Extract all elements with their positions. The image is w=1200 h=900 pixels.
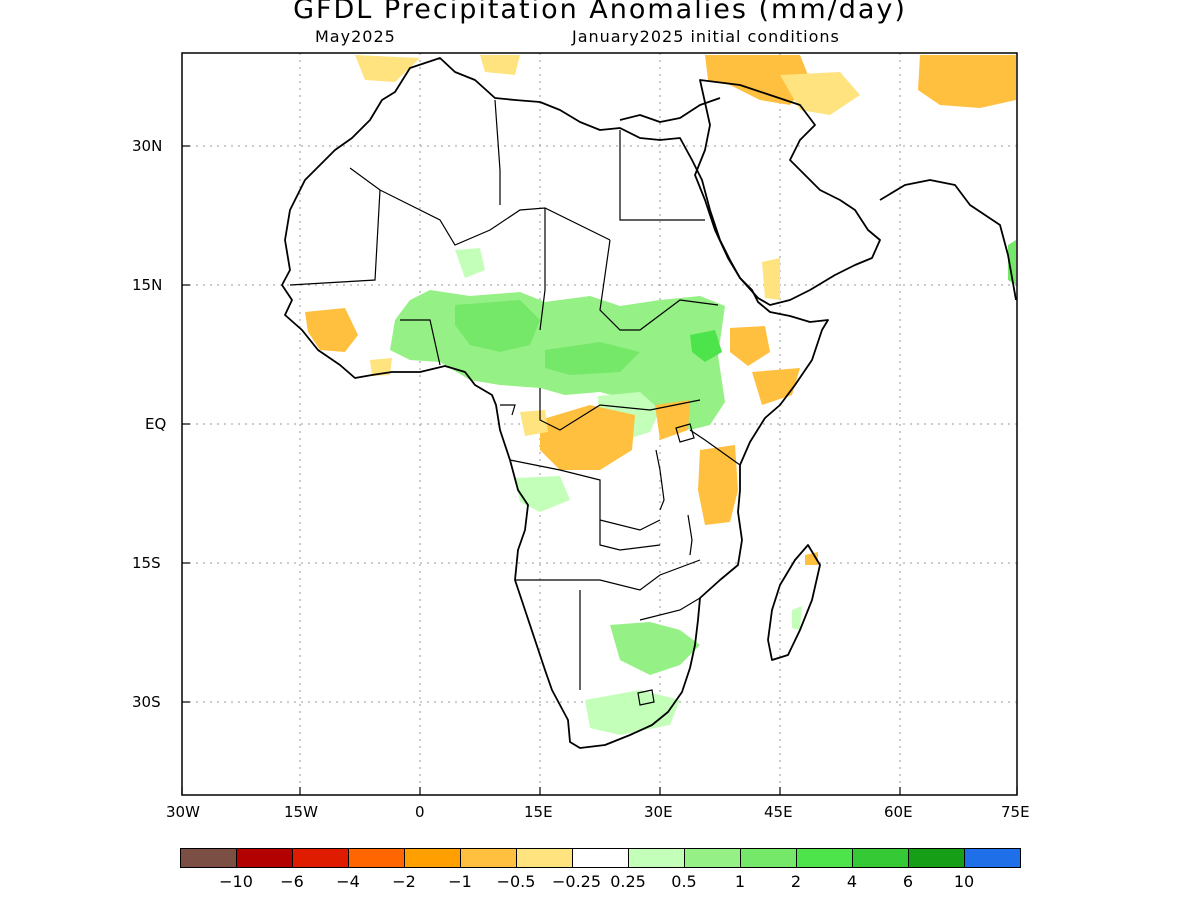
colorbar-label: 10 xyxy=(953,872,975,891)
map-title: GFDL Precipitation Anomalies (mm/day) xyxy=(293,0,907,25)
colorbar-label: 4 xyxy=(846,872,858,891)
initial-conditions: January2025 initial conditions xyxy=(572,27,840,46)
colorbar-label: 6 xyxy=(902,872,914,891)
colorbar-swatch xyxy=(404,848,461,868)
colorbar-swatch xyxy=(796,848,853,868)
colorbar-swatch xyxy=(908,848,965,868)
country-borders xyxy=(289,99,741,690)
y-tick-label: EQ xyxy=(145,415,167,433)
colorbar-swatch xyxy=(348,848,405,868)
colorbar-label: 1 xyxy=(734,872,746,891)
colorbar-swatch xyxy=(180,848,237,868)
colorbar-label: −0.5 xyxy=(496,872,536,891)
x-tick-label: 30W xyxy=(166,803,200,821)
colorbar-swatch xyxy=(572,848,629,868)
x-tick-label: 45E xyxy=(764,803,793,821)
colorbar-label: −10 xyxy=(219,872,253,891)
x-tick-label: 75E xyxy=(1001,803,1030,821)
colorbar-swatch xyxy=(740,848,797,868)
x-tick-label: 60E xyxy=(884,803,913,821)
y-tick-label: 15S xyxy=(132,554,161,572)
valid-month: May2025 xyxy=(315,27,396,46)
x-tick-label: 15E xyxy=(524,803,553,821)
y-tick-label: 30N xyxy=(132,137,163,155)
x-tick-label: 15W xyxy=(284,803,318,821)
colorbar-swatch xyxy=(684,848,741,868)
colorbar-label: −0.25 xyxy=(552,872,602,891)
colorbar-label: −4 xyxy=(336,872,360,891)
y-tick-label: 30S xyxy=(132,693,161,711)
colorbar-label: 0.25 xyxy=(610,872,646,891)
x-tick-label: 30E xyxy=(644,803,673,821)
colorbar-swatch xyxy=(852,848,909,868)
y-tick-label: 15N xyxy=(132,276,163,294)
colorbar-label: −1 xyxy=(448,872,472,891)
axis-ticks xyxy=(181,145,1018,795)
lakes xyxy=(500,404,695,706)
colorbar-swatch xyxy=(460,848,517,868)
x-tick-label: 0 xyxy=(415,803,425,821)
colorbar-label: −6 xyxy=(280,872,304,891)
colorbar-swatch xyxy=(516,848,573,868)
colorbar-swatch xyxy=(236,848,293,868)
colorbar-label: 0.5 xyxy=(671,872,697,891)
colorbar-label: −2 xyxy=(392,872,416,891)
colorbar-swatch xyxy=(292,848,349,868)
colorbar-label: 2 xyxy=(790,872,802,891)
colorbar-swatch xyxy=(628,848,685,868)
colorbar-swatch xyxy=(964,848,1021,868)
coastlines xyxy=(281,57,1017,749)
